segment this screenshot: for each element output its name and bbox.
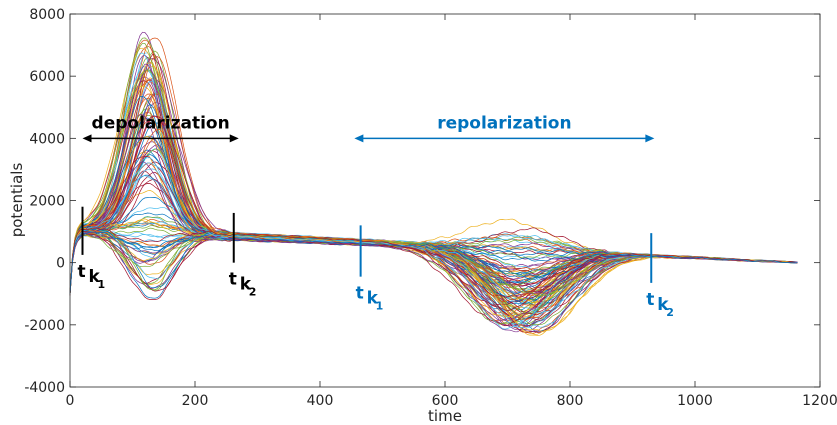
x-axis-ticks: 0 200 400 600 800 1000 1200 bbox=[66, 14, 837, 409]
repolarization-tk1-subsub: 1 bbox=[376, 300, 384, 313]
repolarization-arrow-head-right bbox=[645, 134, 655, 143]
y-tick-label: 6000 bbox=[29, 69, 65, 85]
repolarization-arrow-head-left bbox=[354, 134, 364, 143]
x-tick-label: 600 bbox=[432, 393, 459, 409]
x-tick-label: 400 bbox=[307, 393, 334, 409]
depolarization-tk1-label: t bbox=[78, 262, 86, 282]
series-line bbox=[69, 227, 798, 312]
depolarization-tk1-subsub: 1 bbox=[98, 278, 106, 291]
depolarization-tk2-label: t bbox=[229, 270, 237, 290]
depolarization-arrow-head-left bbox=[82, 134, 92, 143]
series-line bbox=[69, 42, 798, 324]
repolarization-tk1-sub: k bbox=[367, 289, 379, 309]
y-tick-label: 0 bbox=[56, 256, 65, 272]
series-line bbox=[69, 77, 798, 309]
x-tick-label: 1200 bbox=[802, 393, 837, 409]
repolarization-tk2-sub: k bbox=[657, 295, 669, 315]
depolarization-tk2-subsub: 2 bbox=[249, 286, 257, 299]
x-axis-label: time bbox=[428, 407, 462, 425]
depolarization-tk2-sub: k bbox=[240, 275, 252, 295]
x-tick-label: 1000 bbox=[677, 393, 713, 409]
repolarization-tk1-label: t bbox=[356, 284, 364, 304]
y-axis-ticks: -4000 -2000 0 2000 4000 6000 8000 bbox=[24, 7, 820, 396]
x-tick-label: 800 bbox=[557, 393, 584, 409]
series-line bbox=[69, 231, 798, 294]
y-axis-label: potentials bbox=[8, 163, 26, 238]
y-tick-label: 2000 bbox=[29, 194, 65, 210]
repolarization-tk2-subsub: 2 bbox=[666, 306, 674, 319]
x-tick-label: 200 bbox=[182, 393, 209, 409]
series-line bbox=[69, 77, 798, 304]
y-tick-label: 4000 bbox=[29, 131, 65, 147]
depolarization-label: depolarization bbox=[92, 113, 230, 133]
y-tick-label: 8000 bbox=[29, 7, 65, 23]
series-lines bbox=[69, 31, 798, 336]
series-line bbox=[69, 161, 798, 321]
repolarization-label: repolarization bbox=[437, 113, 571, 133]
depolarization-tk1-sub: k bbox=[89, 267, 101, 287]
y-tick-label: -2000 bbox=[24, 318, 65, 334]
depolarization-arrow-head-right bbox=[229, 134, 239, 143]
y-tick-label: -4000 bbox=[24, 380, 65, 396]
x-tick-label: 0 bbox=[66, 393, 75, 409]
repolarization-tk2-label: t bbox=[646, 290, 654, 310]
